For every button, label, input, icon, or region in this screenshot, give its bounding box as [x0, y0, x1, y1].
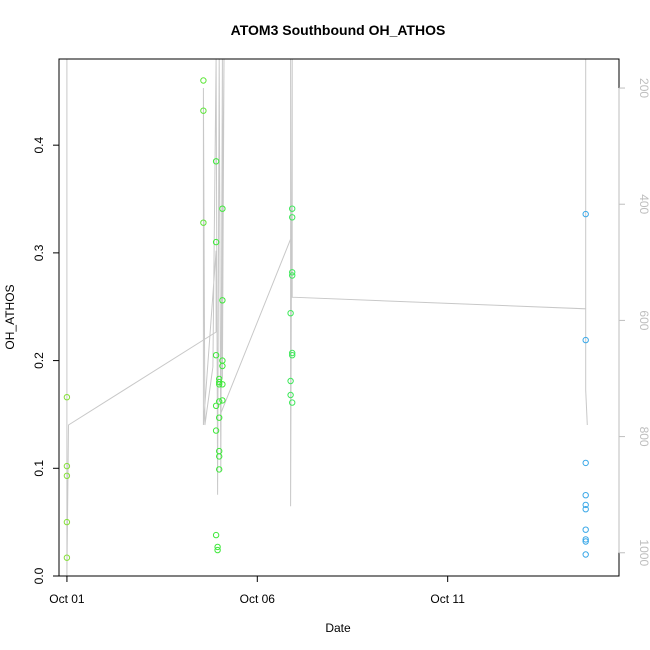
data-point — [582, 501, 589, 509]
data-point — [63, 472, 71, 479]
data-point — [582, 536, 589, 543]
data-point — [582, 551, 589, 558]
data-point — [289, 205, 296, 212]
y2-tick-label: 400 — [637, 194, 650, 214]
data-point — [212, 352, 220, 359]
y2-tick-label: 800 — [637, 427, 650, 447]
data-point — [216, 453, 223, 460]
data-point — [289, 349, 296, 357]
data-point — [287, 310, 294, 317]
data-points-layer — [63, 77, 589, 561]
y-tick-label: 0.0 — [32, 567, 46, 584]
data-point — [212, 238, 220, 246]
data-point — [219, 297, 226, 304]
data-point — [219, 381, 226, 388]
data-point — [582, 538, 589, 545]
data-point — [219, 362, 226, 370]
data-point — [216, 381, 223, 388]
data-point — [63, 462, 71, 470]
data-point — [289, 272, 296, 279]
data-point — [289, 352, 296, 359]
data-point — [582, 506, 589, 513]
data-point — [582, 459, 589, 467]
data-point — [63, 554, 71, 561]
data-point — [214, 546, 221, 554]
data-point — [200, 107, 207, 114]
data-point — [214, 543, 221, 551]
data-point — [289, 399, 296, 406]
data-point — [200, 77, 207, 84]
y-axis-label: OH_ATHOS — [3, 284, 17, 349]
y-tick-label: 0.4 — [32, 137, 46, 154]
data-point — [582, 492, 589, 499]
y-tick-label: 0.3 — [32, 244, 46, 261]
chart-title: ATOM3 Southbound OH_ATHOS — [231, 22, 446, 38]
y-tick-label: 0.1 — [32, 460, 46, 477]
y2-tick-label: 600 — [637, 310, 650, 330]
data-point — [289, 214, 296, 221]
data-point — [212, 531, 220, 539]
data-point — [212, 427, 220, 434]
data-point — [582, 526, 589, 533]
data-point — [289, 269, 296, 276]
data-point — [216, 414, 223, 421]
data-point — [212, 158, 220, 165]
data-point — [582, 210, 589, 218]
y-tick-label: 0.2 — [32, 352, 46, 369]
data-point — [582, 336, 589, 344]
y2-tick-label: 200 — [637, 78, 650, 98]
data-point — [287, 377, 294, 385]
x-tick-label: Oct 01 — [49, 592, 85, 606]
data-point — [200, 219, 207, 226]
data-point — [212, 402, 220, 409]
altitude-line — [66, 58, 588, 577]
data-point — [216, 398, 223, 405]
altitude-line-layer — [66, 58, 588, 577]
data-point — [219, 205, 226, 212]
data-point — [63, 394, 71, 401]
data-point — [216, 466, 223, 473]
x-axis-label: Date — [325, 621, 351, 635]
x-tick-label: Oct 06 — [240, 592, 276, 606]
data-point — [287, 391, 294, 399]
y2-tick-label: 1000 — [637, 539, 650, 566]
data-point — [63, 518, 71, 526]
x-tick-label: Oct 11 — [430, 592, 465, 606]
axes-layer: Oct 01 Oct 06 Oct 11 0.0 0.1 0.2 0.3 0.4 200 400 6… — [32, 58, 650, 606]
data-point — [219, 397, 226, 404]
plot-frame — [58, 58, 620, 577]
